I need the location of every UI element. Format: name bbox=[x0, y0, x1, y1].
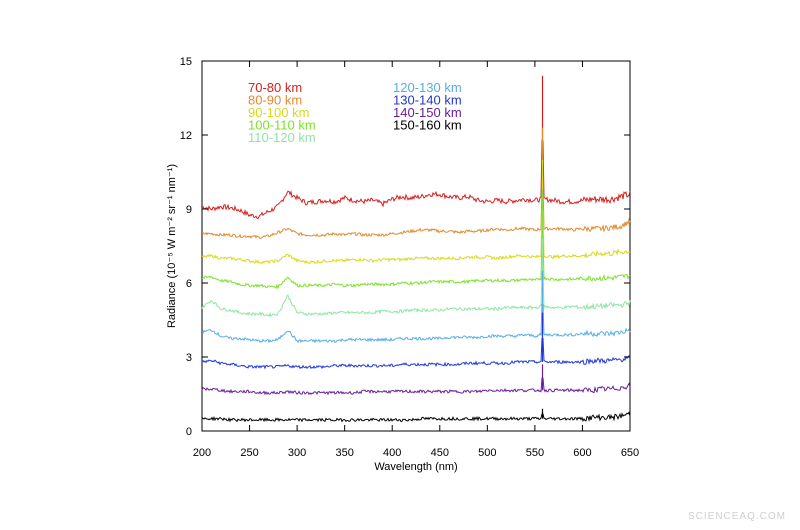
series-line-140-150-km bbox=[201, 377, 631, 396]
x-tick-label: 200 bbox=[193, 447, 211, 459]
series-line-70-80-km bbox=[201, 139, 631, 220]
legend-entry: 70-80 km bbox=[248, 80, 302, 95]
y-tick-label: 12 bbox=[180, 130, 192, 142]
legend-entry: 80-90 km bbox=[248, 93, 302, 108]
x-tick-label: 350 bbox=[335, 447, 353, 459]
x-tick-label: 450 bbox=[431, 447, 449, 459]
legend-entry: 130-140 km bbox=[393, 93, 462, 108]
y-tick-label: 15 bbox=[180, 56, 192, 68]
y-tick-label: 9 bbox=[186, 204, 192, 216]
x-tick-label: 500 bbox=[478, 447, 496, 459]
y-tick-label: 3 bbox=[186, 352, 192, 364]
y-tick-label: 0 bbox=[186, 426, 192, 438]
legend-entry: 110-120 km bbox=[248, 130, 316, 145]
legend-entry: 90-100 km bbox=[248, 105, 309, 120]
x-tick-label: 400 bbox=[383, 447, 401, 459]
series-line-120-130-km bbox=[201, 303, 631, 344]
y-axis-title: Radiance (10⁻⁵ W m⁻² sr⁻¹ nm⁻¹) bbox=[166, 164, 178, 328]
series-layer bbox=[201, 75, 631, 423]
plot-frame bbox=[201, 60, 631, 432]
axis-layer: 200 250 300 350 400 450 500 550 600 650 0 3 6 9 12 15 bbox=[180, 56, 639, 459]
x-tick-label: 600 bbox=[573, 447, 591, 459]
series-line-130-140-km bbox=[201, 337, 631, 370]
x-tick-label: 250 bbox=[240, 447, 258, 459]
series-line-100-110-km bbox=[201, 234, 631, 290]
series-line-150-160-km bbox=[201, 411, 631, 423]
legend-entry: 140-150 km bbox=[393, 105, 462, 120]
series-line-80-90-km bbox=[201, 179, 631, 240]
series-line-90-100-km bbox=[201, 209, 631, 265]
legend-entry: 120-130 km bbox=[393, 80, 462, 95]
x-tick-label: 550 bbox=[526, 447, 544, 459]
watermark: SCIENCEAQ.COM bbox=[687, 511, 786, 522]
legend-entry: 150-160 km bbox=[393, 118, 462, 133]
y-tick-label: 6 bbox=[186, 278, 192, 290]
series-line-110-120-km bbox=[201, 273, 631, 318]
x-axis-title: Wavelength (nm) bbox=[374, 461, 457, 473]
x-tick-label: 650 bbox=[621, 447, 639, 459]
legend-entry: 100-110 km bbox=[248, 118, 316, 133]
x-tick-label: 300 bbox=[288, 447, 306, 459]
